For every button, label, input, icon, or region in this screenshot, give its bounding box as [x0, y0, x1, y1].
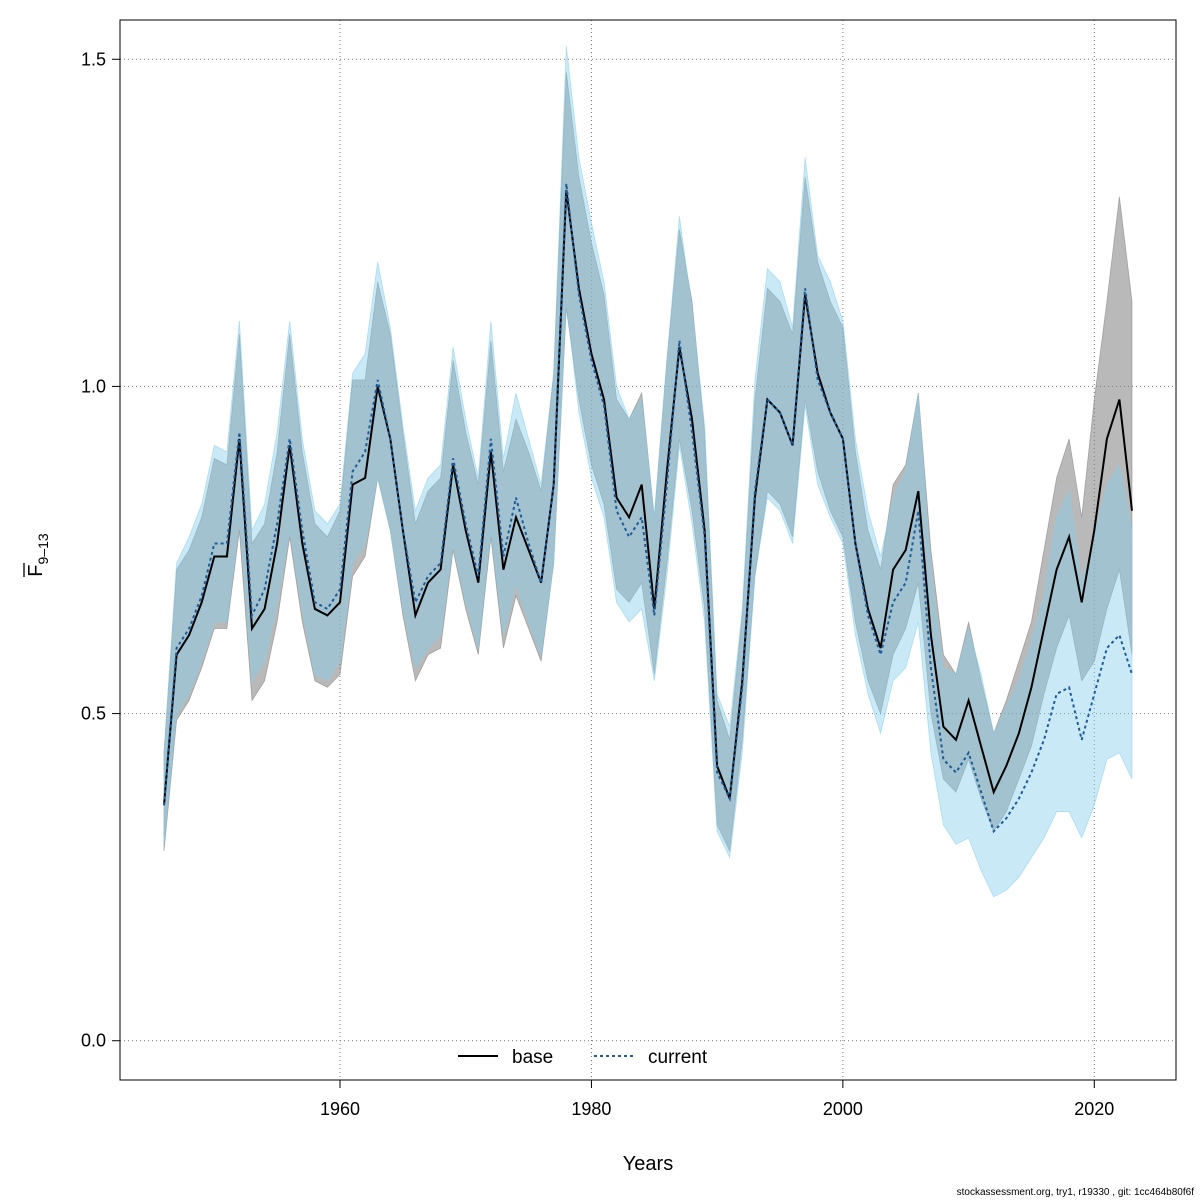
series-line-current [163, 183, 1133, 834]
x-tick-label: 2000 [823, 1099, 863, 1119]
legend-label-current: current [648, 1047, 708, 1068]
x-axis: 1960 1980 2000 2020 [320, 1079, 1114, 1119]
x-tick-label: 1960 [320, 1099, 360, 1119]
y-axis-title: F9–13 [23, 533, 51, 577]
y-tick-label: 1.0 [81, 376, 106, 396]
x-axis-title: Years [623, 1153, 673, 1175]
y-tick-label: 1.5 [81, 49, 106, 69]
legend: base current [458, 1047, 708, 1068]
series-line-base [163, 189, 1133, 806]
y-tick-label: 0.5 [81, 704, 106, 724]
series-lines [163, 183, 1133, 834]
x-tick-label: 1980 [571, 1099, 611, 1119]
y-axis-title-main: F [25, 564, 47, 576]
confidence-bands [163, 46, 1133, 898]
svg-text:F9–13: F9–13 [25, 533, 51, 577]
x-tick-label: 2020 [1074, 1099, 1114, 1119]
footer-note: stockassessment.org, try1, r19330 , git:… [956, 1187, 1194, 1198]
y-axis-title-subscript: 9–13 [35, 533, 51, 564]
y-axis: 0.0 0.5 1.0 1.5 [81, 49, 121, 1051]
y-tick-label: 0.0 [81, 1031, 106, 1051]
legend-label-base: base [512, 1047, 553, 1068]
confidence-band-current [163, 46, 1133, 898]
grid-layer [120, 20, 1176, 1080]
